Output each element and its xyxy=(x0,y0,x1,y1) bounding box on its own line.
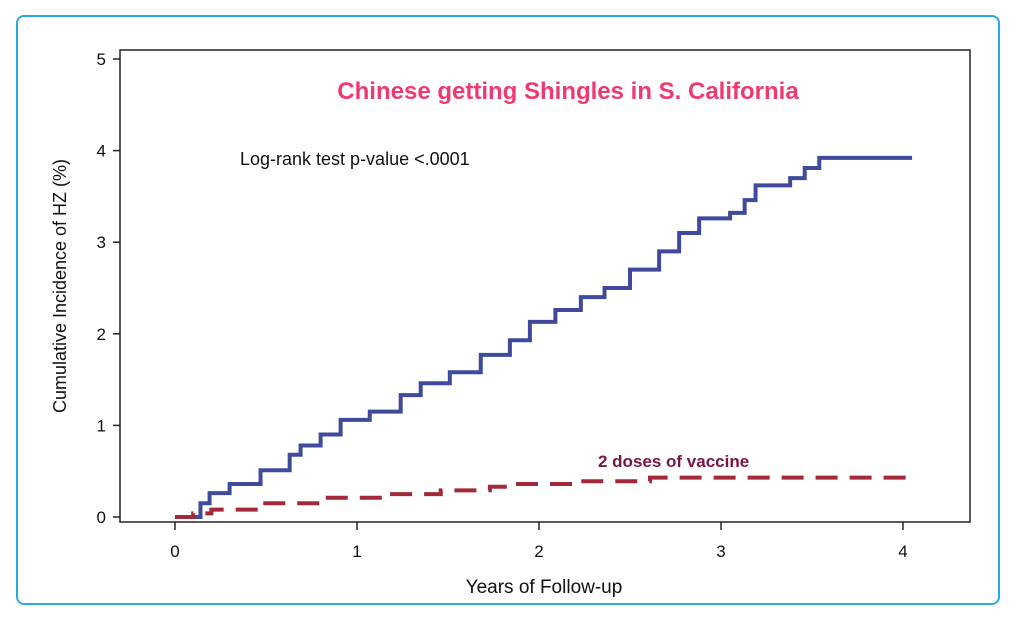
y-tick-label: 2 xyxy=(97,325,106,344)
x-tick-label: 0 xyxy=(170,542,179,561)
series-line-vaccinated xyxy=(175,475,913,519)
y-tick-label: 5 xyxy=(97,50,106,69)
y-tick-label: 1 xyxy=(97,416,106,435)
logrank-annotation: Log-rank test p-value <.0001 xyxy=(240,149,470,169)
series-line-unvaccinated xyxy=(189,155,913,519)
x-tick-label: 4 xyxy=(898,542,907,561)
x-tick-label: 2 xyxy=(534,542,543,561)
x-tick-label: 3 xyxy=(716,542,725,561)
chart-title: Chinese getting Shingles in S. Californi… xyxy=(337,78,799,105)
vaccine-series-label: 2 doses of vaccine xyxy=(598,452,749,471)
y-tick-label: 3 xyxy=(97,233,106,252)
y-axis-label: Cumulative Incidence of HZ (%) xyxy=(50,159,70,413)
image-frame xyxy=(16,15,1000,605)
plot-area xyxy=(119,49,971,523)
x-axis-label: Years of Follow-up xyxy=(466,577,623,598)
y-tick-label: 0 xyxy=(97,508,106,527)
x-tick-label: 1 xyxy=(352,542,361,561)
y-tick-label: 4 xyxy=(97,142,106,161)
